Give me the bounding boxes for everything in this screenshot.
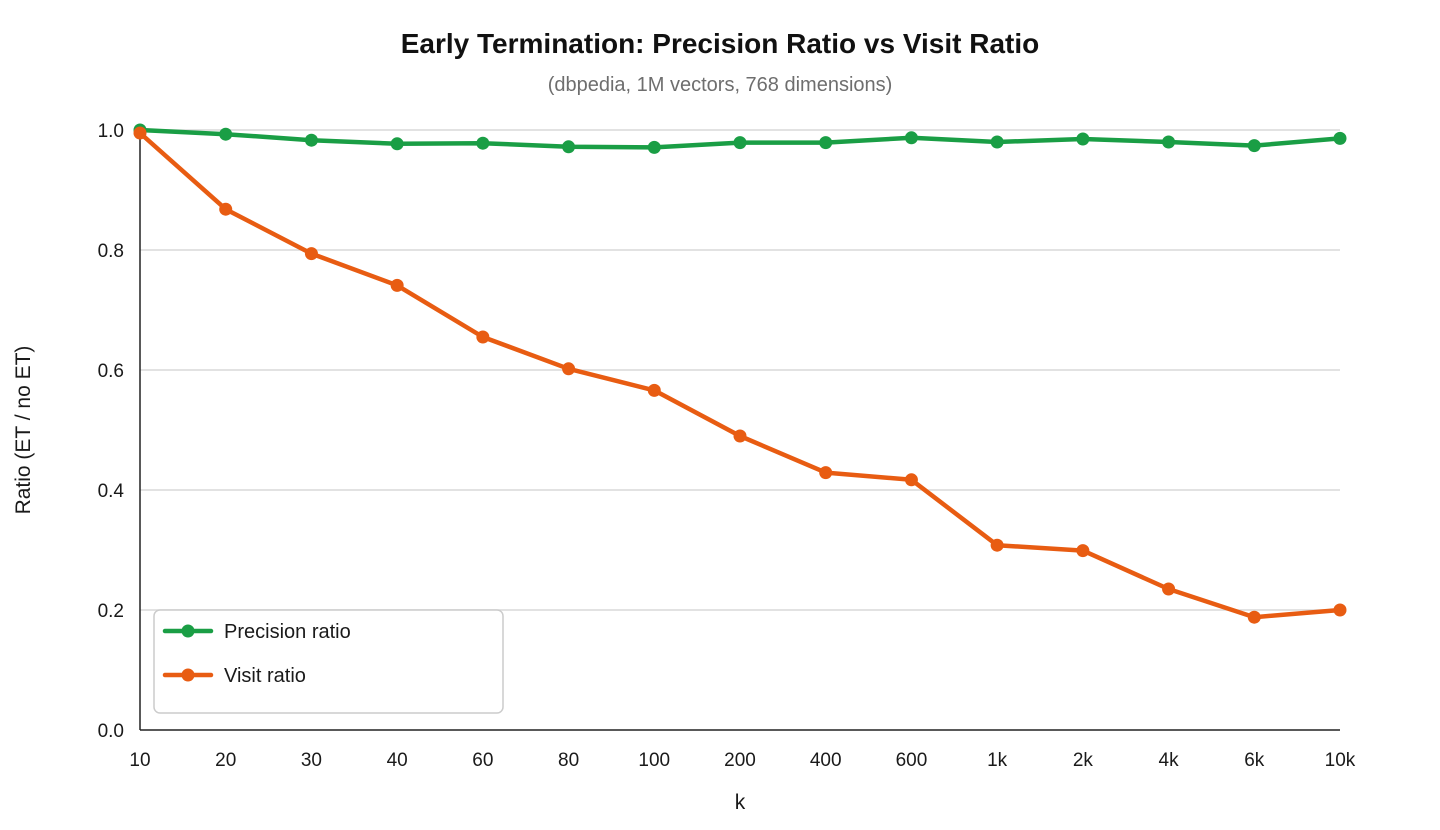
x-tick-label: 4k <box>1159 750 1180 771</box>
x-tick-label: 6k <box>1244 750 1265 771</box>
y-tick-label: 0.2 <box>98 601 124 622</box>
data-point <box>1333 603 1347 617</box>
data-point <box>1076 132 1090 146</box>
data-point <box>1162 582 1176 596</box>
data-point <box>990 135 1004 149</box>
x-tick-label: 10 <box>129 750 150 771</box>
legend: Precision ratio Visit ratio <box>153 609 504 714</box>
data-point <box>904 473 918 487</box>
legend-label: Precision ratio <box>224 621 351 643</box>
y-tick-labels: 0.0 0.2 0.4 0.6 0.8 1.0 <box>98 121 125 742</box>
data-point <box>1333 131 1347 145</box>
series-line <box>137 130 1343 620</box>
gridlines <box>140 129 1340 611</box>
legend-box <box>153 609 504 714</box>
data-point <box>1247 139 1261 153</box>
data-point <box>133 126 147 140</box>
legend-label: Visit ratio <box>224 665 306 687</box>
y-tick-label: 0.0 <box>98 721 124 742</box>
y-tick-label: 0.6 <box>98 361 124 382</box>
data-point <box>1247 610 1261 624</box>
y-axis-title: Ratio (ET / no ET) <box>12 346 35 515</box>
data-point <box>733 429 747 443</box>
legend-items: Precision ratio Visit ratio <box>162 621 351 687</box>
x-tick-labels: 10 20 30 40 60 80 100 200 400 600 1k 2k 4k 6k 10k <box>129 750 1355 771</box>
series-1 <box>133 126 1347 624</box>
data-point <box>304 247 318 261</box>
data-point <box>904 131 918 145</box>
data-point <box>990 538 1004 552</box>
series-0 <box>133 123 1347 154</box>
data-point <box>733 136 747 150</box>
data-point <box>304 133 318 147</box>
axes <box>139 130 1340 731</box>
data-point <box>219 202 233 216</box>
y-tick-label: 1.0 <box>98 121 124 142</box>
data-point <box>562 140 576 154</box>
data-point <box>562 362 576 376</box>
x-tick-label: 80 <box>558 750 579 771</box>
chart-title: Early Termination: Precision Ratio vs Vi… <box>401 28 1039 59</box>
data-point <box>819 466 833 480</box>
series-lines <box>133 123 1347 624</box>
x-tick-label: 40 <box>387 750 408 771</box>
x-tick-label: 600 <box>896 750 928 771</box>
data-point <box>476 136 490 150</box>
x-tick-label: 2k <box>1073 750 1094 771</box>
data-point <box>647 383 661 397</box>
x-axis-title: k <box>735 791 746 814</box>
x-tick-label: 400 <box>810 750 842 771</box>
data-point <box>219 127 233 141</box>
chart-subtitle: (dbpedia, 1M vectors, 768 dimensions) <box>548 74 893 96</box>
data-point <box>1162 135 1176 149</box>
data-point <box>647 140 661 154</box>
legend-item: Precision ratio <box>162 621 351 643</box>
legend-item: Visit ratio <box>162 665 306 687</box>
x-tick-label: 100 <box>638 750 670 771</box>
x-tick-label: 20 <box>215 750 236 771</box>
x-tick-label: 60 <box>472 750 493 771</box>
data-point <box>1076 544 1090 558</box>
data-point <box>390 278 404 292</box>
data-point <box>476 330 490 344</box>
data-point <box>819 136 833 150</box>
y-tick-label: 0.8 <box>98 241 124 262</box>
legend-swatch-marker <box>181 624 195 638</box>
x-tick-label: 1k <box>987 750 1008 771</box>
x-tick-label: 30 <box>301 750 322 771</box>
x-tick-label: 200 <box>724 750 756 771</box>
x-tick-label: 10k <box>1325 750 1356 771</box>
data-point <box>390 137 404 151</box>
y-tick-label: 0.4 <box>98 481 125 502</box>
legend-swatch-marker <box>181 668 195 682</box>
